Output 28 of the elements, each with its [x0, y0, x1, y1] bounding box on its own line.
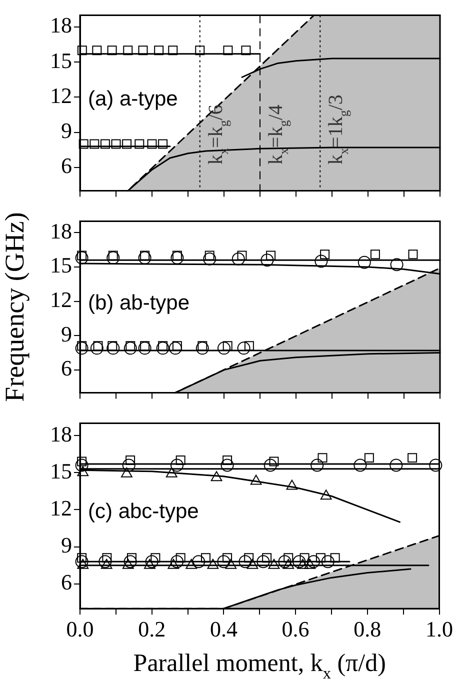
y-tick-label: 12: [50, 82, 72, 108]
y-axis-title: Frequency (GHz): [0, 212, 30, 402]
x-tick-label: 0.0: [66, 616, 94, 642]
ref-line-label: kx=kg/6: [204, 104, 231, 164]
y-tick-label: 9: [61, 532, 72, 558]
x-tick-label: 0.4: [210, 616, 238, 642]
annotation: (c) abc-type: [88, 500, 199, 523]
y-tick-label: 9: [61, 321, 72, 346]
y-tick-label: 6: [61, 356, 72, 381]
annotation: (b) ab-type: [88, 291, 190, 314]
x-tick-label: 0.6: [282, 616, 310, 642]
y-tick-label: 15: [50, 458, 72, 484]
y-tick-label: 12: [50, 287, 72, 312]
annotation: (a) a-type: [88, 87, 178, 110]
y-tick-label: 15: [50, 48, 72, 73]
ref-line-label: kx=kg/4: [265, 104, 291, 164]
x-tick-label: 0.8: [354, 616, 382, 642]
y-tick-label: 9: [61, 118, 72, 144]
y-tick-label: 6: [61, 570, 72, 595]
ref-line-label: kx=1kg/3: [325, 94, 352, 164]
y-tick-label: 18: [50, 218, 72, 244]
x-tick-label: 1.0: [426, 616, 453, 642]
y-tick-label: 12: [50, 496, 72, 520]
y-tick-label: 18: [50, 421, 72, 446]
y-tick-label: 6: [61, 153, 72, 178]
y-tick-label: 15: [50, 252, 72, 278]
y-tick-label: 18: [50, 12, 72, 38]
x-tick-label: 0.2: [138, 616, 166, 642]
